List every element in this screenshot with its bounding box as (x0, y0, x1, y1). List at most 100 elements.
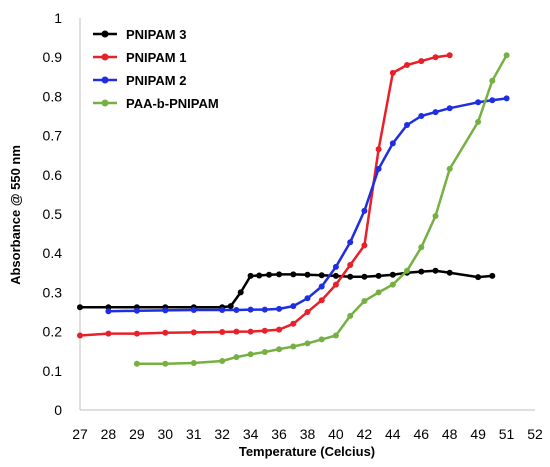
data-point (77, 304, 83, 311)
data-point (347, 273, 354, 280)
y-tick-label: 0.3 (43, 284, 63, 300)
legend-item: PAA-b-PNIPAM (93, 96, 219, 111)
data-point (489, 272, 496, 279)
data-point (318, 283, 325, 290)
data-point (247, 272, 254, 279)
legend-swatch-marker (101, 76, 109, 84)
data-point (190, 307, 197, 313)
data-point (290, 320, 297, 327)
data-point (418, 268, 425, 275)
data-point (261, 349, 268, 355)
legend-label: PNIPAM 3 (126, 27, 186, 42)
data-point (304, 309, 311, 315)
y-tick-label: 0.7 (43, 128, 63, 144)
data-point (475, 99, 482, 106)
data-point (247, 328, 254, 335)
data-point (219, 358, 226, 364)
legend-swatch-marker (101, 30, 109, 38)
data-point (276, 271, 283, 278)
data-point (237, 289, 244, 296)
data-point (375, 146, 382, 153)
data-point (304, 295, 311, 302)
data-point (190, 329, 197, 336)
data-point (256, 272, 263, 279)
data-point (247, 351, 254, 358)
x-tick-label: 32 (214, 426, 230, 442)
data-point (233, 307, 240, 313)
data-point (332, 272, 339, 279)
data-point (361, 207, 368, 214)
data-point (304, 271, 311, 278)
data-point (276, 305, 283, 312)
data-point (332, 281, 339, 288)
data-point (290, 271, 297, 278)
y-axis-title: Absorbance @ 550 nm (8, 145, 23, 285)
data-point (261, 306, 268, 313)
data-point (418, 113, 425, 119)
y-tick-label: 0.8 (43, 88, 63, 104)
data-point (162, 329, 169, 336)
data-point (432, 54, 439, 61)
data-point (404, 267, 410, 274)
data-point (389, 69, 396, 76)
x-tick-label: 52 (527, 426, 543, 442)
data-point (332, 263, 339, 270)
data-point (375, 165, 382, 172)
y-tick-label: 1 (54, 10, 62, 26)
y-tick-label: 0 (54, 402, 62, 418)
data-point (290, 343, 297, 350)
data-point (404, 122, 410, 128)
data-point (446, 52, 453, 59)
y-tick-label: 0.9 (43, 49, 63, 65)
x-tick-label: 27 (72, 426, 88, 442)
data-point (389, 281, 396, 288)
x-tick-label: 30 (158, 426, 174, 442)
data-point (475, 118, 482, 125)
legend-label: PNIPAM 2 (126, 73, 186, 88)
data-point (347, 239, 354, 246)
x-tick-label: 36 (271, 426, 287, 442)
data-point (446, 165, 453, 172)
data-point (332, 332, 339, 339)
data-point (304, 340, 311, 347)
x-tick-label: 31 (186, 426, 202, 442)
data-point (290, 303, 297, 310)
data-point (233, 354, 240, 361)
series-layer (77, 52, 510, 367)
data-point (361, 298, 368, 304)
y-tick-label: 0.6 (43, 167, 63, 183)
data-point (503, 95, 510, 102)
legend: PNIPAM 3 PNIPAM 1 PNIPAM 2 PAA-b-PNIPAM (93, 27, 219, 111)
data-point (404, 62, 410, 68)
data-point (389, 271, 396, 278)
data-point (133, 330, 140, 337)
legend-swatch-marker (101, 99, 109, 107)
legend-label: PNIPAM 1 (126, 50, 186, 65)
x-axis-title: Temperature (Celcius) (239, 444, 375, 459)
data-point (105, 308, 112, 315)
data-point (219, 329, 226, 335)
y-tick-label: 0.5 (43, 206, 63, 222)
series-group (105, 95, 510, 315)
data-point (247, 306, 254, 313)
data-point (266, 271, 273, 278)
data-point (219, 307, 226, 313)
y-axis-title-group: Absorbance @ 550 nm (8, 145, 23, 285)
legend-item: PNIPAM 1 (93, 50, 186, 65)
axes: 0 0.1 0.2 0.3 0.4 0.5 0.6 0.7 0.8 0.9 1 27 28 29 30 31 3… (43, 10, 543, 442)
data-point (105, 330, 112, 337)
series-line (79, 53, 450, 337)
data-point (162, 307, 169, 314)
data-point (190, 360, 197, 366)
data-point (446, 269, 453, 276)
data-point (418, 244, 425, 251)
data-point (276, 346, 283, 353)
data-point (432, 267, 439, 274)
data-point (432, 213, 439, 219)
data-point (489, 97, 496, 104)
data-point (475, 274, 482, 281)
data-point (318, 272, 325, 279)
y-tick-label: 0.2 (43, 324, 63, 340)
data-point (276, 326, 283, 333)
